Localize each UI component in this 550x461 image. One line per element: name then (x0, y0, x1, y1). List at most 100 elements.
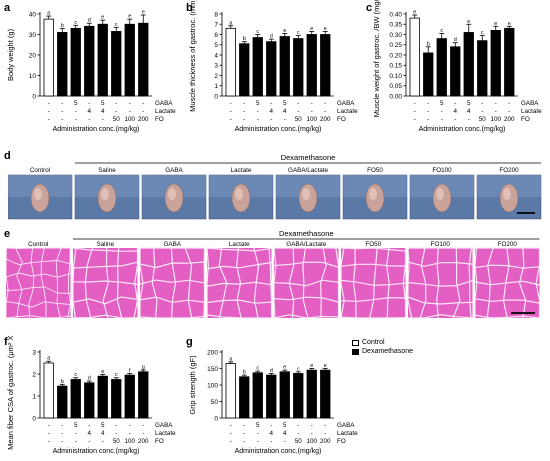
panel-letter-a: a (4, 2, 11, 14)
significance-letter: e (467, 19, 470, 25)
condition-cell: - (270, 438, 272, 445)
panel-letter-b: b (186, 2, 193, 14)
significance-letter: b (61, 23, 64, 29)
condition-cell: 200 (138, 116, 149, 123)
condition-cell: 4 (269, 108, 273, 115)
bar (423, 52, 434, 97)
panel-letter-f: f (4, 336, 8, 348)
fiber-boundary (15, 247, 23, 319)
fiber-boundary (67, 247, 71, 319)
condition-cell: - (75, 108, 77, 115)
histology-label: FO200 (498, 241, 518, 248)
fiber-boundary (28, 247, 35, 319)
fiber-boundary (84, 247, 93, 319)
condition-cell: - (129, 430, 131, 437)
chart-f: Mean fiber CSA of gastroc. (μm² X 10³) 0 1… (6, 334, 176, 455)
condition-cell: - (61, 108, 63, 115)
x-axis-label: Administration conc.(mg/kg) (53, 448, 140, 455)
significance-letter: b (243, 36, 246, 42)
condition-cell: - (257, 438, 259, 445)
condition-cell: - (441, 108, 443, 115)
fiber-boundary (273, 296, 339, 303)
fiber-boundary (474, 298, 540, 304)
histology-label: GABA (164, 241, 182, 248)
fiber-boundary (452, 247, 461, 319)
y-tick-label: 0.10 (389, 73, 402, 80)
bar (306, 34, 317, 97)
panel-d-photos: Dexamethasone Control Saline GABA Lactate GAB… (8, 153, 542, 220)
condition-cell: - (142, 100, 144, 107)
y-tick-label: 8 (214, 11, 218, 18)
fiber-boundary (335, 247, 340, 318)
condition-cell: 200 (320, 116, 331, 123)
photo-label: FO200 (499, 167, 519, 174)
muscle-specimen-shine (235, 188, 243, 200)
condition-cell: 5 (256, 422, 260, 429)
significance-letter: d (88, 18, 91, 24)
fiber-boundary (6, 286, 71, 294)
photo-label: Saline (98, 167, 116, 174)
condition-cell: - (102, 116, 104, 123)
condition-row-label: Lactate (155, 430, 176, 437)
fiber-boundary (352, 248, 357, 318)
fiber-boundary (151, 247, 158, 319)
significance-letter: d (270, 34, 273, 40)
fiber-boundary (206, 299, 272, 304)
condition-cell: - (454, 100, 456, 107)
condition-cell: - (270, 116, 272, 123)
y-tick-label: 50 (211, 399, 219, 406)
fiber-boundary (407, 296, 473, 305)
condition-cell: - (75, 430, 77, 437)
fiber-boundary (72, 314, 138, 319)
significance-letter: b (427, 41, 430, 47)
significance-letter: c (297, 30, 300, 36)
legend-control-label: Control (362, 339, 385, 346)
significance-letter: d (270, 368, 273, 374)
panel-letter-e: e (4, 228, 11, 240)
condition-cell: - (88, 422, 90, 429)
condition-cell: 4 (269, 430, 273, 437)
condition-cell: 4 (283, 108, 287, 115)
fiber-boundary (319, 247, 327, 319)
condition-cell: - (257, 108, 259, 115)
condition-cell: 100 (306, 116, 317, 123)
condition-cell: 4 (453, 108, 457, 115)
fiber-boundary (72, 280, 138, 285)
fiber-boundary (273, 314, 339, 319)
condition-cell: 50 (113, 438, 121, 445)
fiber-boundary (340, 279, 406, 286)
significance-letter: e (310, 26, 313, 32)
fiber-boundary (340, 247, 345, 319)
bar (477, 40, 488, 97)
panel-d-group-label: Dexamethasone (281, 153, 336, 162)
bar (293, 38, 304, 97)
condition-cell: - (427, 116, 429, 123)
bar (252, 372, 263, 419)
y-tick-label: 2 (32, 371, 36, 378)
bar (463, 32, 474, 97)
y-axis-label: Mean fiber CSA of gastroc. (μm² X 10³) (6, 334, 15, 450)
y-tick-label: 0.35 (389, 22, 402, 29)
legend: Control Dexamethasone (352, 338, 413, 356)
condition-cell: - (243, 430, 245, 437)
significance-letter: e (142, 10, 145, 16)
condition-cell: - (142, 430, 144, 437)
significance-letter: e (128, 14, 131, 20)
bar (57, 385, 68, 419)
fiber-boundary (206, 261, 272, 270)
condition-row-label: Lactate (337, 108, 358, 115)
bar (138, 371, 149, 419)
muscle-specimen-shine (302, 188, 310, 200)
histology-label: FO100 (431, 241, 451, 248)
condition-cell: - (270, 422, 272, 429)
significance-letter: f (129, 368, 131, 374)
condition-cell: - (61, 100, 63, 107)
bar (70, 379, 81, 419)
bar (252, 37, 263, 97)
y-tick-label: 0.40 (389, 11, 402, 18)
fiber-boundary (203, 247, 206, 319)
condition-cell: - (61, 422, 63, 429)
bar (279, 36, 290, 97)
significance-letter: c (115, 372, 118, 378)
